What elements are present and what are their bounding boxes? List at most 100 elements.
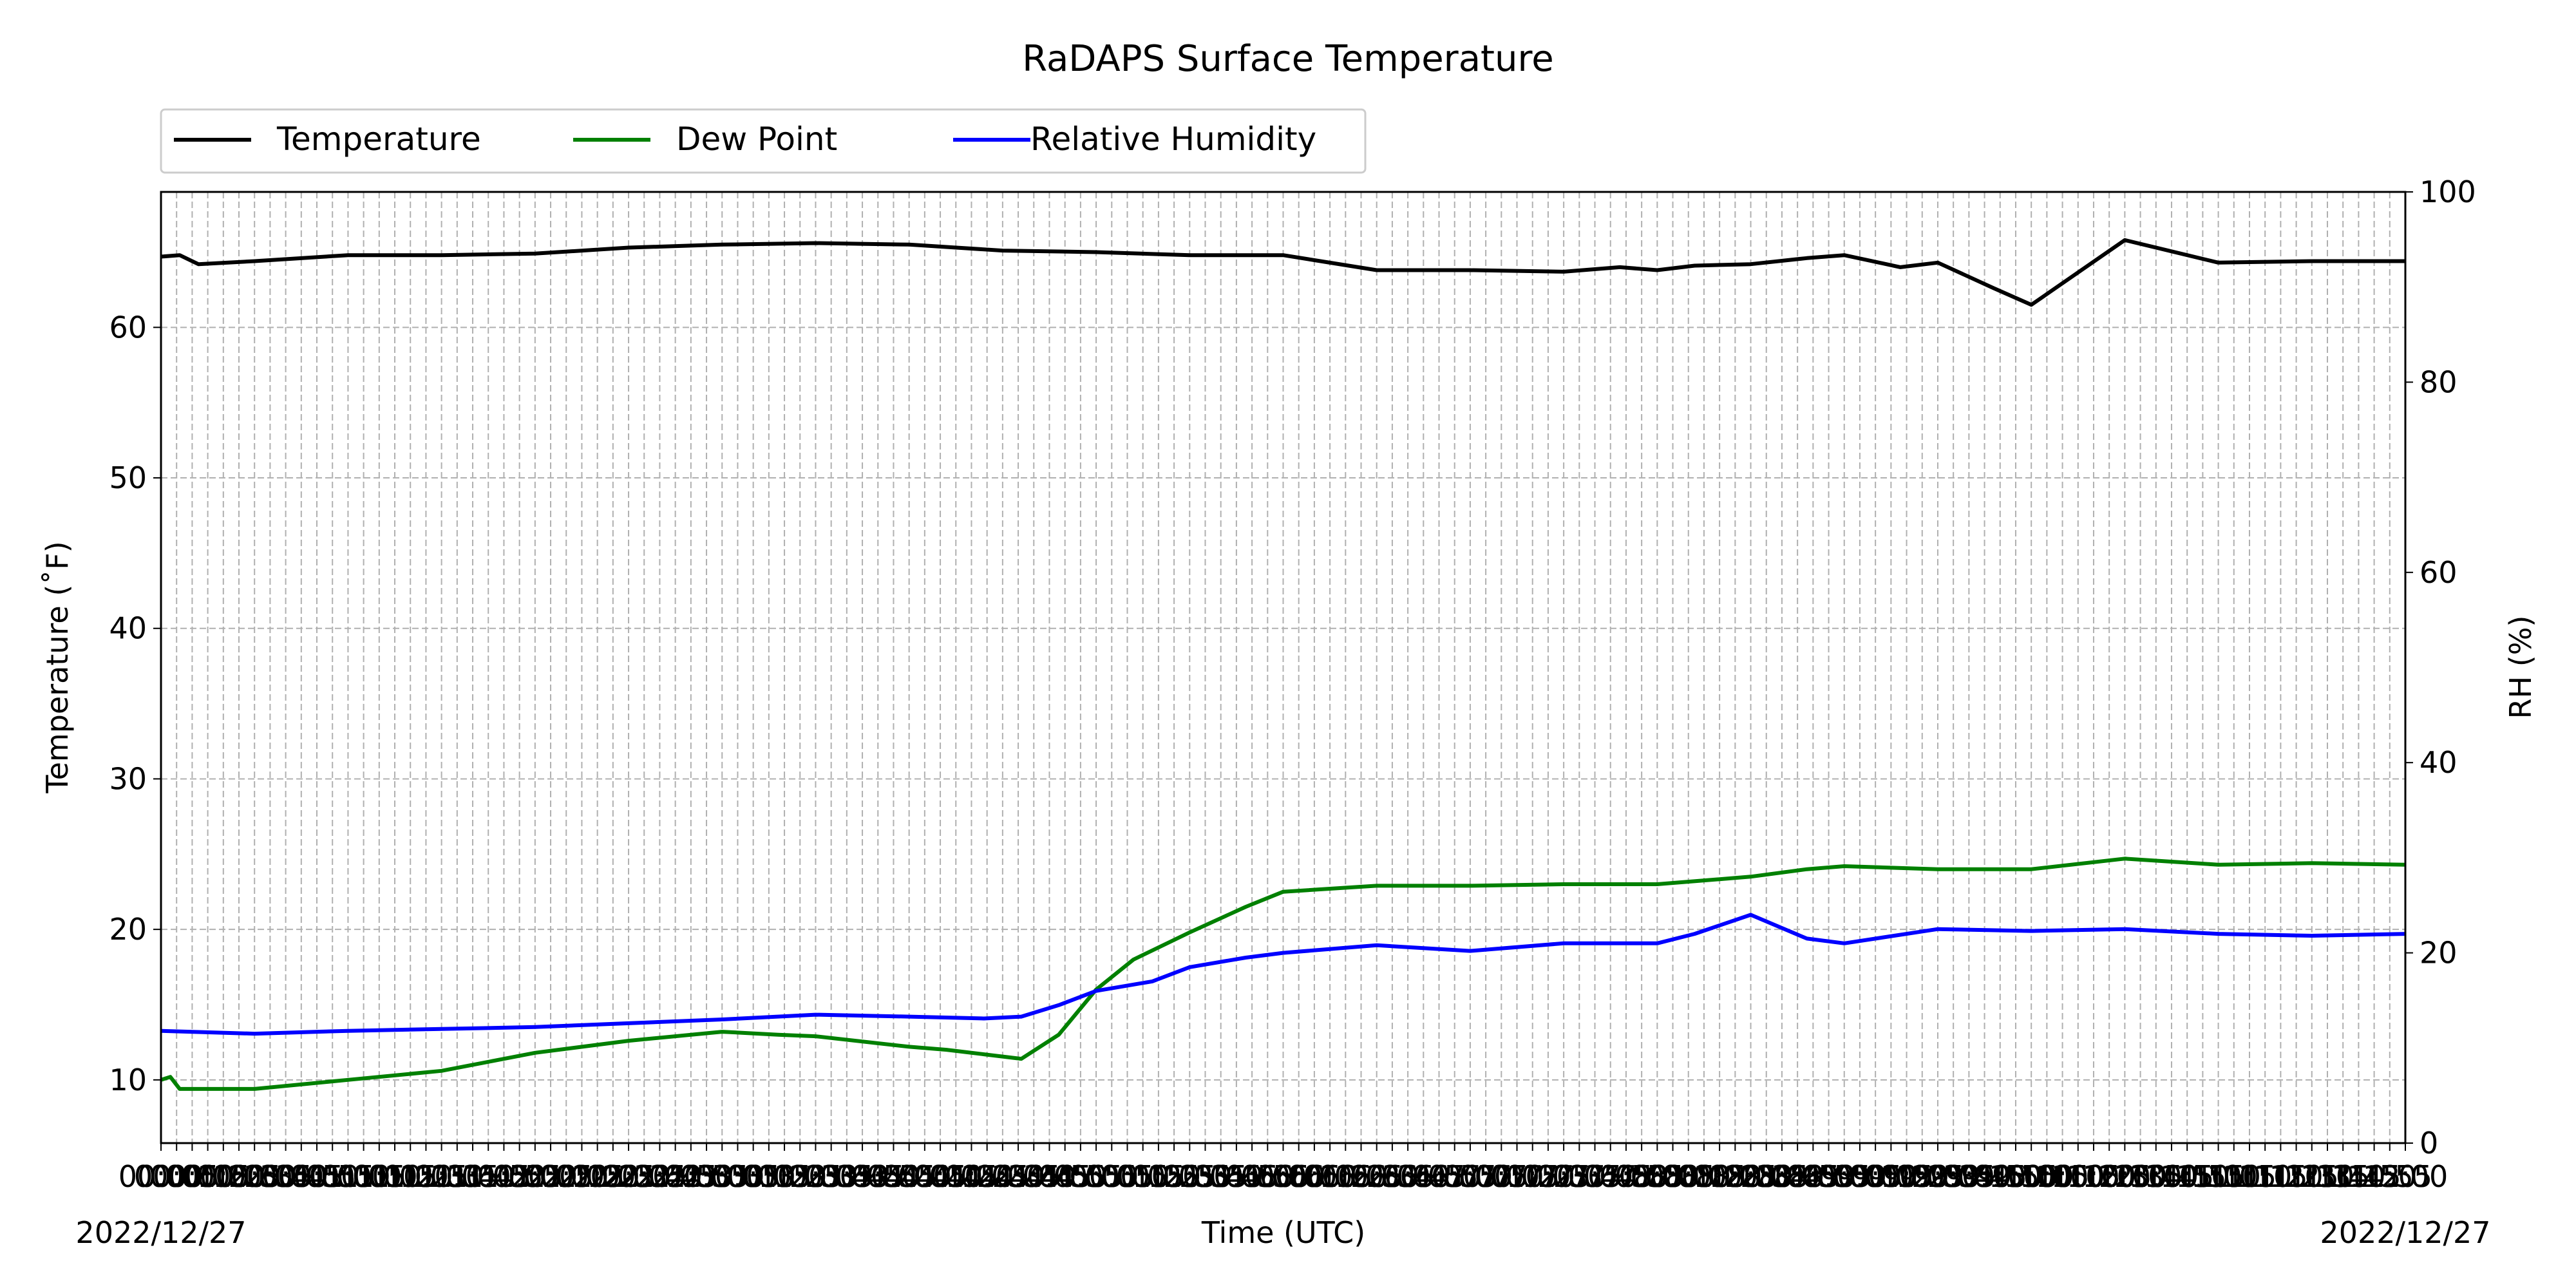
- x-tick-label: 04:40: [991, 1159, 1077, 1194]
- x-tick-label: 03:40: [804, 1159, 890, 1194]
- x-tick-label: 05:30: [1147, 1159, 1233, 1194]
- x-tick-label: 09:10: [1833, 1159, 1918, 1194]
- y-tick-label: 60: [109, 310, 147, 345]
- x-tick-label: 09:35: [1911, 1159, 1996, 1194]
- x-tick-label: 06:15: [1287, 1159, 1373, 1194]
- x-tick-label: 03:25: [757, 1159, 843, 1194]
- x-tick-label: 00:05: [134, 1159, 220, 1194]
- legend-frame: [160, 108, 1367, 174]
- x-tick-label: 02:20: [554, 1159, 640, 1194]
- x-end-date: 2022/12/27: [2320, 1215, 2490, 1250]
- x-tick-label: 00:20: [181, 1159, 267, 1194]
- x-tick-label: 09:25: [1879, 1159, 1965, 1194]
- series-layer: [160, 238, 2406, 1091]
- x-tick-label: 07:50: [1584, 1159, 1669, 1194]
- x-tick-label: 00:45: [259, 1159, 345, 1194]
- x-tick-label: 09:40: [1926, 1159, 2012, 1194]
- x-tick-label: 10:50: [2145, 1159, 2230, 1194]
- x-tick-label: 07:30: [1521, 1159, 1607, 1194]
- x-tick-label: 00:25: [196, 1159, 282, 1194]
- x-tick-label: 10:35: [2098, 1159, 2183, 1194]
- x-tick-label: 07:10: [1459, 1159, 1544, 1194]
- x-tick-label: 00:15: [165, 1159, 251, 1194]
- series-line-temperature: [160, 238, 2405, 307]
- x-tick-label: 08:45: [1755, 1159, 1841, 1194]
- x-tick-label: 00:10: [149, 1159, 235, 1194]
- x-tick-label: 02:40: [617, 1159, 703, 1194]
- x-tick-label: 03:15: [726, 1159, 812, 1194]
- x-tick-label: 03:05: [695, 1159, 781, 1194]
- x-tick-label: 05:45: [1194, 1159, 1280, 1194]
- x-tick-label: 08:25: [1692, 1159, 1778, 1194]
- x-tick-label: 06:45: [1381, 1159, 1466, 1194]
- x-tick-label: 08:35: [1723, 1159, 1809, 1194]
- y2-tick-label: 60: [2420, 555, 2458, 590]
- x-tick-label: 02:25: [571, 1159, 656, 1194]
- x-tick-label: 05:50: [1209, 1159, 1295, 1194]
- x-tick-label: 01:30: [399, 1159, 484, 1194]
- x-tick-label: 01:20: [368, 1159, 453, 1194]
- x-tick-label: 08:50: [1770, 1159, 1856, 1194]
- x-tick-label: 08:15: [1662, 1159, 1747, 1194]
- x-tick-label: 09:15: [1848, 1159, 1934, 1194]
- x-tick-label: 08:20: [1677, 1159, 1763, 1194]
- y-tick-label: 20: [109, 912, 147, 947]
- legend-label-temperature: Temperature: [276, 120, 481, 158]
- x-tick-label: 10:30: [2082, 1159, 2168, 1194]
- x-tick-label: 09:20: [1864, 1159, 1949, 1194]
- x-tick-label: 11:10: [2207, 1159, 2293, 1194]
- x-tick-label: 11:15: [2222, 1159, 2308, 1194]
- y2-tick-label: 100: [2420, 175, 2476, 209]
- x-tick-label: 03:30: [773, 1159, 858, 1194]
- x-tick-label: 01:55: [477, 1159, 562, 1194]
- legend-label-dew-point: Dew Point: [676, 120, 837, 158]
- x-tick-label: 08:30: [1708, 1159, 1794, 1194]
- x-tick-label: 03:10: [710, 1159, 796, 1194]
- x-tick-label: 07:55: [1599, 1159, 1685, 1194]
- legend: Temperature Dew Point Relative Humidity: [160, 108, 1367, 174]
- x-tick-label: 05:15: [1100, 1159, 1186, 1194]
- x-tick-label: 02:45: [632, 1159, 718, 1194]
- x-tick-label: 04:30: [960, 1159, 1046, 1194]
- x-tick-label: 01:25: [383, 1159, 469, 1194]
- x-tick-label: 11:40: [2300, 1159, 2386, 1194]
- x-tick-label: 04:25: [944, 1159, 1030, 1194]
- x-tick-label: 05:40: [1178, 1159, 1264, 1194]
- x-tick-label: 01:35: [415, 1159, 500, 1194]
- y2-tick-label: 40: [2420, 745, 2458, 780]
- x-tick-label: 04:45: [1007, 1159, 1092, 1194]
- x-tick-label: 09:45: [1942, 1159, 2027, 1194]
- x-tick-label: 01:45: [446, 1159, 531, 1194]
- x-tick-label: 10:40: [2113, 1159, 2199, 1194]
- x-tick-label: 10:45: [2129, 1159, 2215, 1194]
- x-tick-label: 10:15: [2035, 1159, 2121, 1194]
- x-tick-label: 05:00: [1054, 1159, 1139, 1194]
- x-tick-label: 03:00: [679, 1159, 765, 1194]
- x-tick-label: 06:00: [1240, 1159, 1326, 1194]
- x-tick-label: 08:00: [1615, 1159, 1700, 1194]
- series-line-relative-humidity: [160, 913, 2406, 1036]
- x-tick-label: 00:50: [274, 1159, 360, 1194]
- x-tick-label: 04:00: [866, 1159, 952, 1194]
- x-tick-label: 11:30: [2269, 1159, 2355, 1194]
- x-tick-label: 10:20: [2051, 1159, 2137, 1194]
- x-tick-label: 06:05: [1256, 1159, 1341, 1194]
- x-tick-label: 11:25: [2253, 1159, 2339, 1194]
- x-tick-label: 12:00: [2363, 1159, 2448, 1194]
- x-tick-label: 04:15: [913, 1159, 999, 1194]
- x-tick-label: 11:20: [2238, 1159, 2324, 1194]
- x-tick-label: 01:00: [305, 1159, 391, 1194]
- x-tick-label: 10:05: [2004, 1159, 2090, 1194]
- x-tick-label: 06:20: [1303, 1159, 1388, 1194]
- x-tick-label: 10:10: [2020, 1159, 2105, 1194]
- x-tick-label: 10:55: [2160, 1159, 2246, 1194]
- x-tick-label: 00:00: [118, 1159, 204, 1194]
- x-tick-label: 04:35: [976, 1159, 1061, 1194]
- x-tick-label: 02:05: [508, 1159, 594, 1194]
- x-tick-label: 08:10: [1645, 1159, 1731, 1194]
- vertical-gridlines: [160, 192, 2406, 1143]
- series-line-dew-point: [160, 857, 2406, 1091]
- x-tick-label: 02:00: [493, 1159, 578, 1194]
- y2-tick-label: 20: [2420, 936, 2458, 971]
- x-tick-label: 02:30: [586, 1159, 672, 1194]
